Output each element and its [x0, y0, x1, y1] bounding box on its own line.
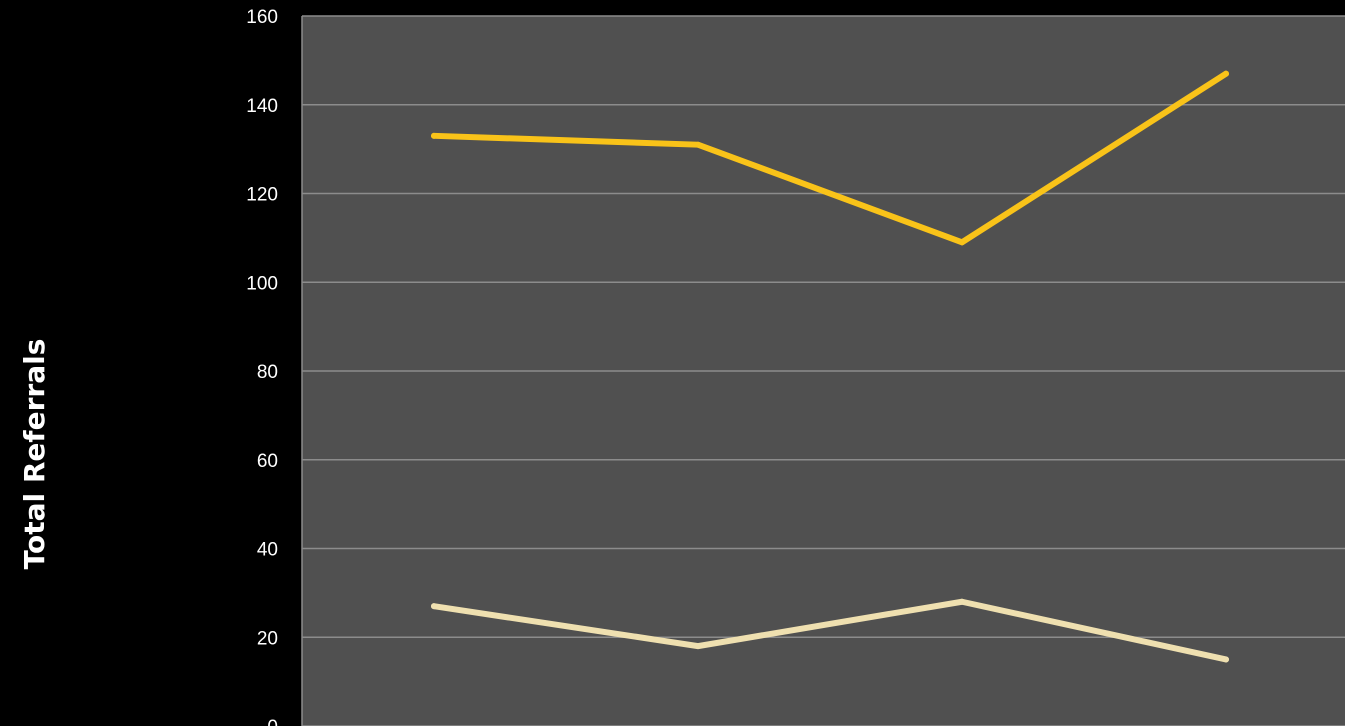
series-line-1 — [431, 70, 1229, 246]
y-tick-label-120: 120 — [246, 185, 278, 206]
series-2-point-1 — [431, 603, 437, 610]
series-2-point-2 — [695, 643, 701, 650]
series-1-point-1 — [431, 132, 437, 139]
series-1-point-4 — [1223, 70, 1229, 77]
y-tick-label-40: 40 — [257, 540, 278, 561]
y-tick-label-0: 0 — [267, 717, 278, 726]
y-axis-title: Total Referrals — [18, 339, 51, 570]
series-line-2 — [431, 598, 1229, 663]
series-1-point-2 — [695, 141, 701, 148]
y-axis-ticks: 0 20 40 60 80 100 120 140 160 — [246, 7, 278, 726]
y-tick-label-100: 100 — [246, 273, 278, 294]
series-1-point-3 — [959, 239, 965, 246]
y-tick-label-20: 20 — [257, 628, 278, 649]
y-tick-label-80: 80 — [257, 362, 278, 383]
y-tick-label-160: 160 — [246, 7, 278, 28]
series-lines — [431, 70, 1229, 663]
series-2-point-4 — [1223, 656, 1229, 663]
y-tick-label-60: 60 — [257, 451, 278, 472]
y-tick-label-140: 140 — [246, 96, 278, 117]
series-2-point-3 — [959, 598, 965, 605]
